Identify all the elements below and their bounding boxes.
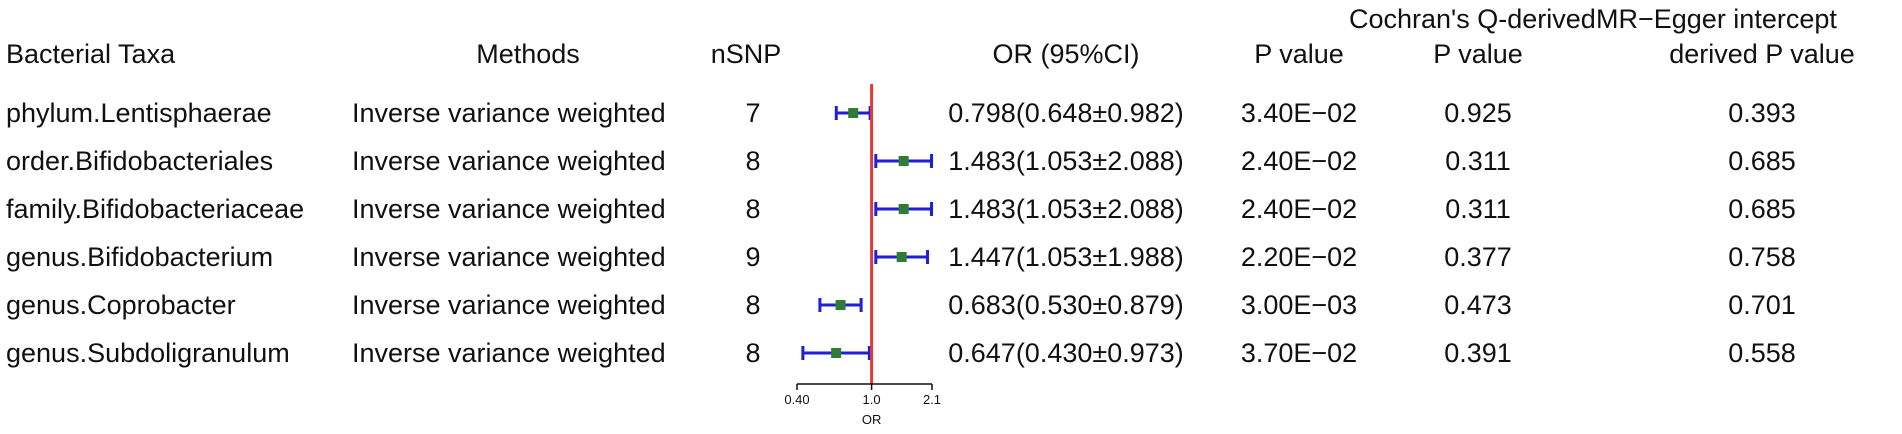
taxa-cell: phylum.Lentisphaerae bbox=[6, 98, 272, 128]
header-q-p-value: P value bbox=[1433, 39, 1523, 69]
estimate-point bbox=[831, 348, 842, 358]
x-tick-label: 2.1 bbox=[923, 392, 941, 407]
nsnp-cell: 7 bbox=[745, 98, 761, 128]
q-p-value-cell: 0.311 bbox=[1445, 146, 1511, 176]
taxa-cell: genus.Coprobacter bbox=[6, 290, 236, 320]
or-ci-cell: 1.447(1.053±1.988) bbox=[948, 242, 1184, 272]
p-value-cell: 2.40E−02 bbox=[1240, 194, 1358, 224]
header-mr-egger: MR−Egger intercept bbox=[1596, 4, 1837, 34]
p-value-cell: 2.40E−02 bbox=[1240, 146, 1358, 176]
egger-p-value-cell: 0.393 bbox=[1728, 98, 1796, 128]
q-p-value-cell: 0.377 bbox=[1444, 242, 1512, 272]
or-ci-cell: 0.798(0.648±0.982) bbox=[948, 98, 1184, 128]
taxa-cell: genus.Subdoligranulum bbox=[6, 338, 290, 368]
p-value-cell: 3.40E−02 bbox=[1240, 98, 1358, 128]
egger-p-value-cell: 0.558 bbox=[1728, 338, 1796, 368]
x-axis-label: OR bbox=[862, 412, 882, 427]
p-value-cell: 3.00E−03 bbox=[1240, 290, 1358, 320]
method-cell: Inverse variance weighted bbox=[352, 338, 666, 368]
or-ci-cell: 1.483(1.053±2.088) bbox=[948, 146, 1184, 176]
header-cochran-q: Cochran's Q-derived bbox=[1349, 4, 1596, 34]
egger-p-value-cell: 0.685 bbox=[1728, 194, 1796, 224]
nsnp-cell: 8 bbox=[745, 146, 761, 176]
egger-p-value-cell: 0.701 bbox=[1728, 290, 1796, 320]
estimate-point bbox=[896, 252, 907, 262]
estimate-point bbox=[848, 108, 859, 118]
or-ci-cell: 1.483(1.053±2.088) bbox=[948, 194, 1184, 224]
nsnp-cell: 8 bbox=[745, 194, 761, 224]
taxa-cell: family.Bifidobacteriaceae bbox=[6, 194, 305, 224]
header-egger-p-value: derived P value bbox=[1669, 39, 1855, 69]
taxa-cell: genus.Bifidobacterium bbox=[6, 242, 274, 272]
header-nsnp: nSNP bbox=[710, 39, 782, 69]
estimate-point bbox=[898, 204, 909, 214]
method-cell: Inverse variance weighted bbox=[352, 194, 666, 224]
method-cell: Inverse variance weighted bbox=[352, 290, 666, 320]
x-tick-label: 1.0 bbox=[863, 392, 881, 407]
or-ci-cell: 0.647(0.430±0.973) bbox=[948, 338, 1184, 368]
estimate-point bbox=[835, 300, 846, 310]
header-bacterial-taxa: Bacterial Taxa bbox=[6, 39, 176, 69]
header-methods: Methods bbox=[476, 39, 580, 69]
p-value-cell: 2.20E−02 bbox=[1240, 242, 1358, 272]
method-cell: Inverse variance weighted bbox=[352, 98, 666, 128]
q-p-value-cell: 0.473 bbox=[1444, 290, 1512, 320]
or-ci-cell: 0.683(0.530±0.879) bbox=[948, 290, 1184, 320]
method-cell: Inverse variance weighted bbox=[352, 242, 666, 272]
q-p-value-cell: 0.925 bbox=[1444, 98, 1512, 128]
p-value-cell: 3.70E−02 bbox=[1240, 338, 1358, 368]
estimate-point bbox=[898, 156, 909, 166]
q-p-value-cell: 0.391 bbox=[1444, 338, 1512, 368]
egger-p-value-cell: 0.758 bbox=[1728, 242, 1796, 272]
x-tick-label: 0.40 bbox=[784, 392, 809, 407]
q-p-value-cell: 0.311 bbox=[1445, 194, 1511, 224]
method-cell: Inverse variance weighted bbox=[352, 146, 666, 176]
nsnp-cell: 9 bbox=[745, 242, 761, 272]
taxa-cell: order.Bifidobacteriales bbox=[6, 146, 274, 176]
nsnp-cell: 8 bbox=[745, 338, 761, 368]
nsnp-cell: 8 bbox=[745, 290, 761, 320]
header-p-value: P value bbox=[1254, 39, 1344, 69]
egger-p-value-cell: 0.685 bbox=[1728, 146, 1796, 176]
header-or-ci: OR (95%CI) bbox=[992, 39, 1140, 69]
